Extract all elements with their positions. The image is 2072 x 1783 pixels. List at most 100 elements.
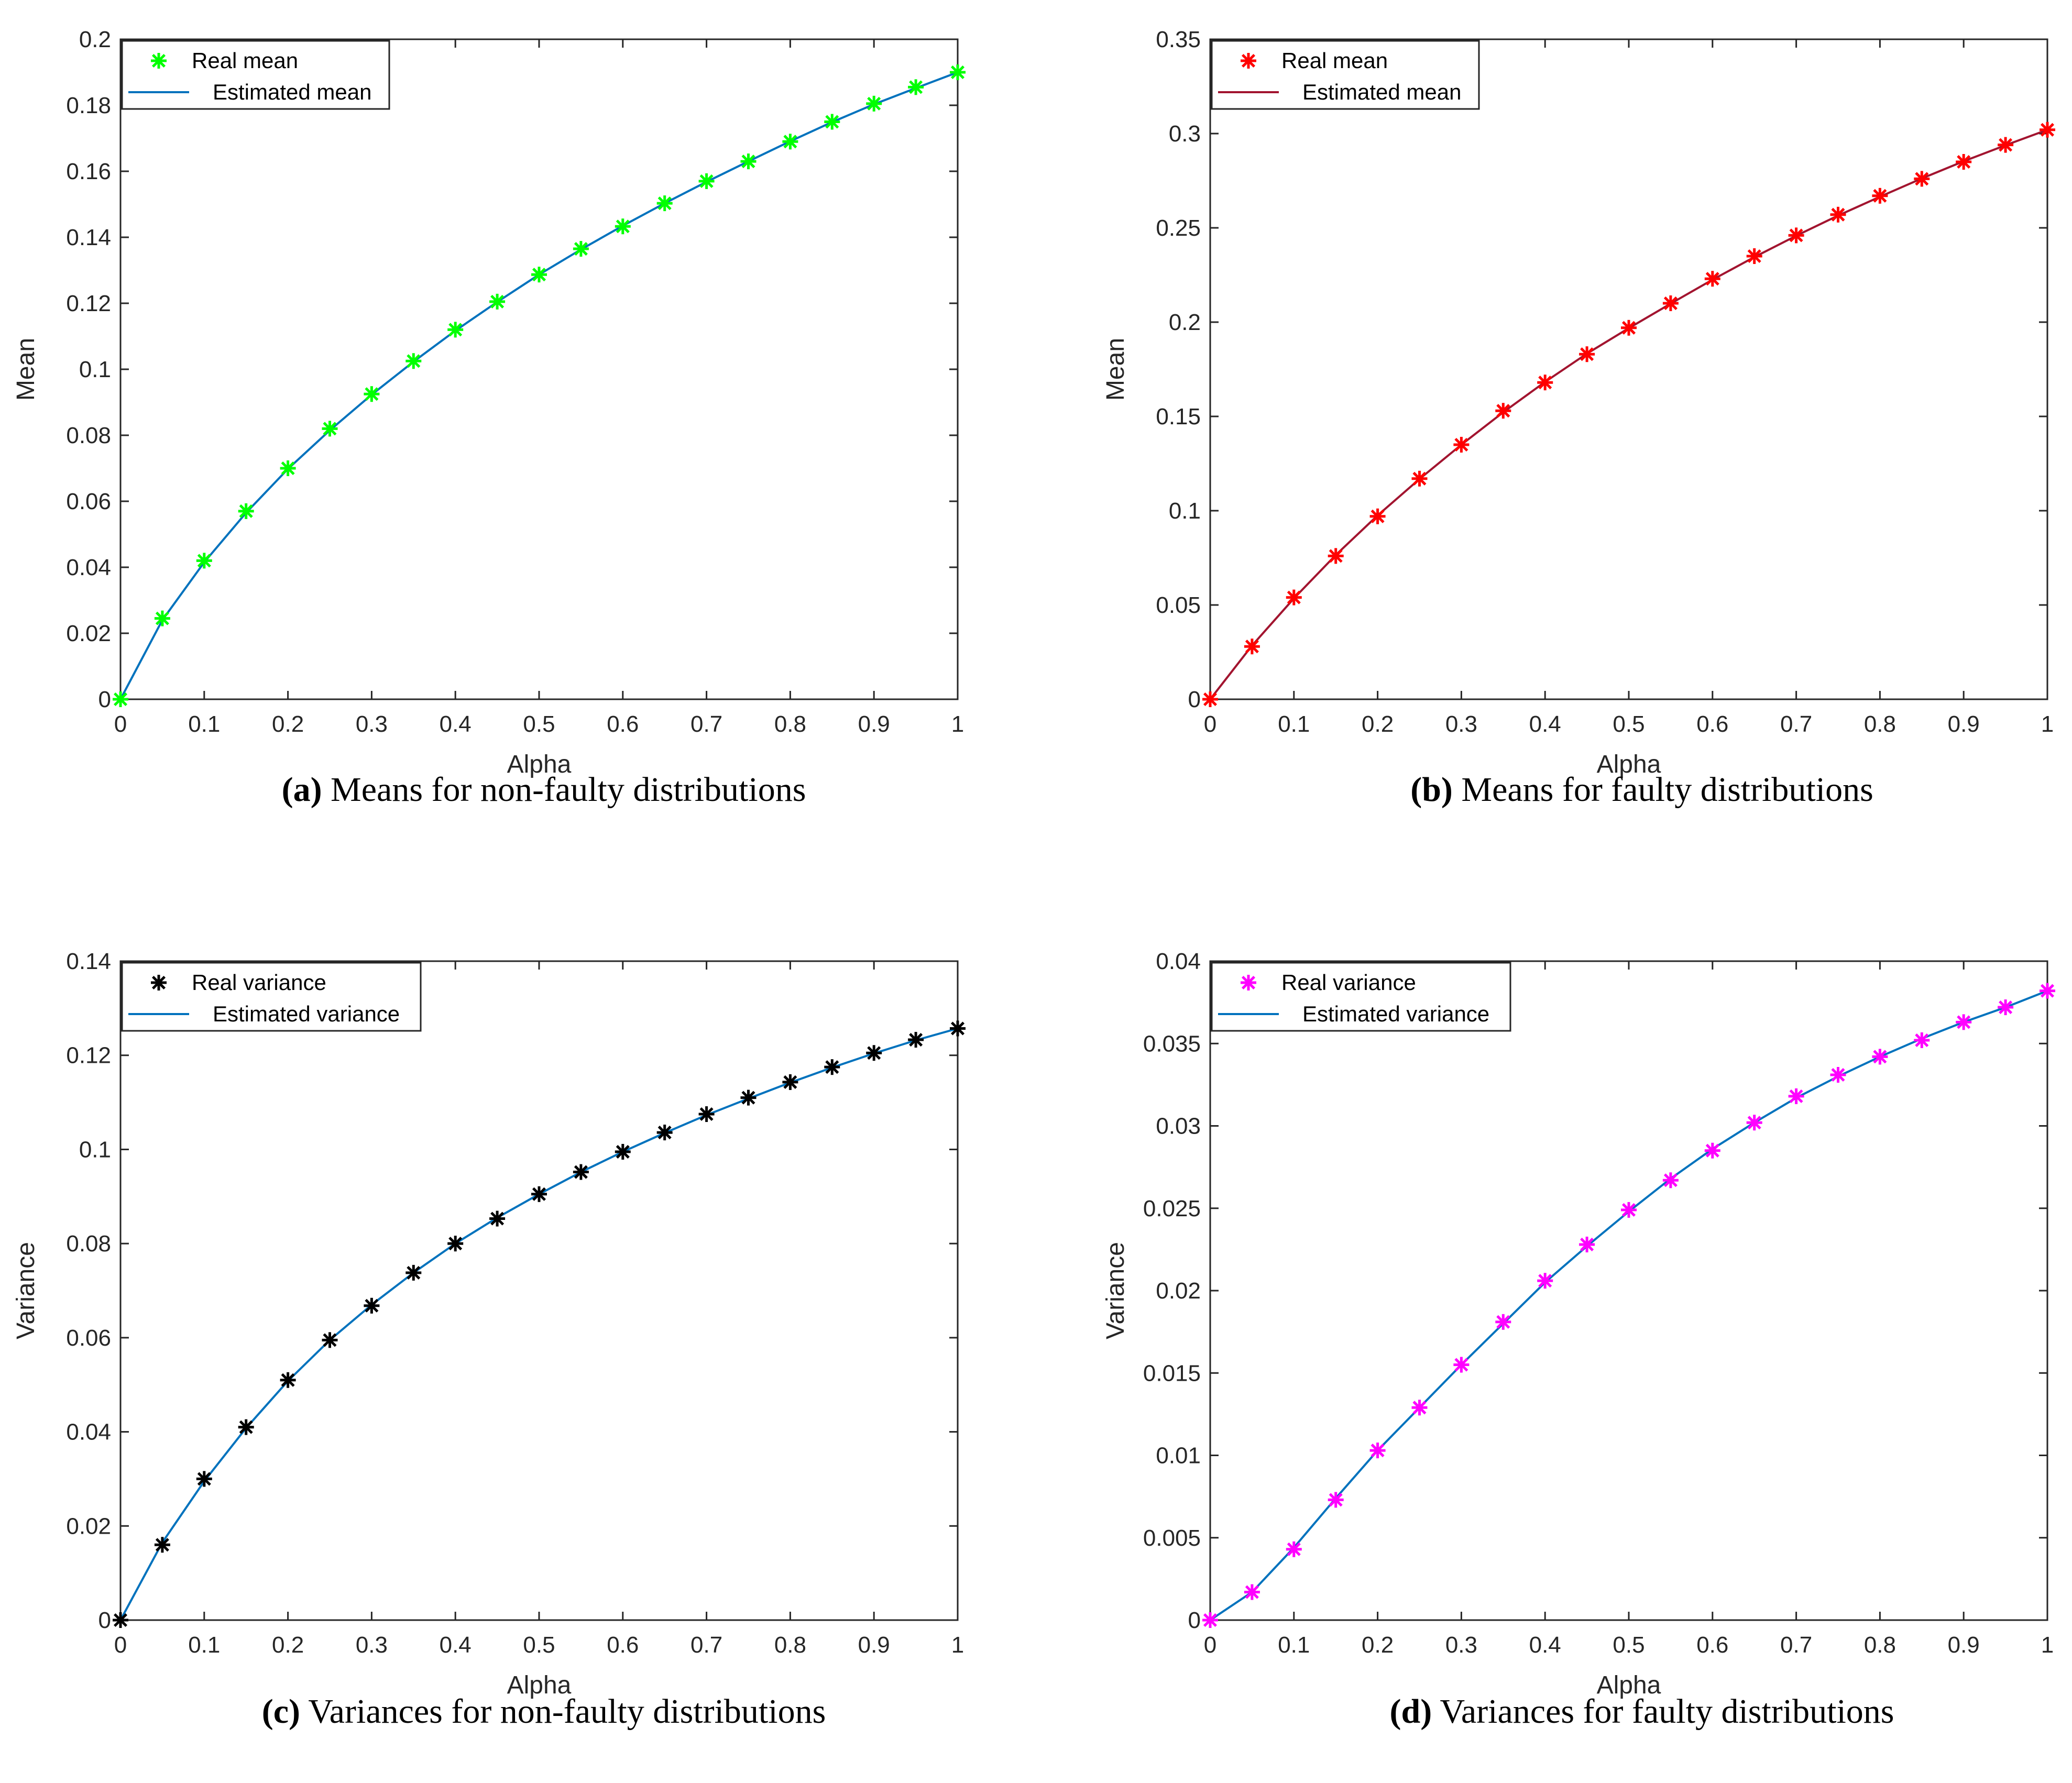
y-tick-label: 0.1 xyxy=(1169,498,1201,524)
y-tick-label: 0.08 xyxy=(66,1231,111,1257)
x-axis-label: Alpha xyxy=(507,751,572,778)
caption-letter: (c) xyxy=(261,1692,301,1731)
data-point xyxy=(196,1471,212,1487)
y-tick-label: 0.04 xyxy=(66,555,111,580)
x-tick-label: 1 xyxy=(951,1632,964,1658)
y-tick-label: 0.035 xyxy=(1143,1031,1201,1056)
data-point xyxy=(740,1089,757,1106)
data-point xyxy=(1202,1612,1218,1628)
y-tick-label: 0.18 xyxy=(66,93,111,118)
data-point xyxy=(447,1236,464,1252)
data-point xyxy=(1914,1032,1930,1048)
y-tick-label: 0.005 xyxy=(1143,1525,1201,1551)
x-tick-label: 0.6 xyxy=(607,711,639,737)
legend: Real mean Estimated mean xyxy=(1211,40,1480,110)
y-tick-label: 0.04 xyxy=(1156,949,1201,974)
x-tick-label: 1 xyxy=(951,711,964,737)
y-tick-label: 0.1 xyxy=(79,357,111,382)
y-axis-label: Mean xyxy=(1102,338,1130,401)
data-point xyxy=(1788,1088,1804,1104)
data-point xyxy=(364,386,380,402)
y-tick-label: 0.12 xyxy=(66,291,111,316)
y-tick-label: 0.06 xyxy=(66,489,111,514)
x-tick-label: 0.5 xyxy=(523,711,555,737)
legend-label: Real variance xyxy=(192,970,326,995)
x-tick-label: 0.4 xyxy=(440,711,472,737)
x-tick-label: 0 xyxy=(1204,1632,1216,1658)
y-tick-label: 0.14 xyxy=(66,225,111,250)
y-tick-label: 0 xyxy=(98,1608,111,1633)
data-point xyxy=(1662,295,1679,311)
x-tick-label: 0.8 xyxy=(1864,711,1896,737)
data-point xyxy=(1537,375,1553,391)
data-point xyxy=(1328,1492,1344,1508)
x-tick-label: 0.2 xyxy=(272,711,304,737)
y-tick-label: 0.15 xyxy=(1156,404,1201,430)
data-point xyxy=(782,1074,798,1090)
caption-letter-text: c xyxy=(273,1692,289,1731)
y-tick-label: 0 xyxy=(1188,1608,1201,1633)
data-point xyxy=(1579,1236,1595,1252)
x-tick-label: 0.3 xyxy=(1445,711,1477,737)
y-axis-label: Variance xyxy=(12,1242,40,1339)
x-tick-label: 0.3 xyxy=(1445,1632,1477,1658)
data-point xyxy=(280,460,296,476)
x-tick-label: 0.4 xyxy=(440,1632,472,1658)
x-tick-label: 0.7 xyxy=(1780,711,1812,737)
data-point xyxy=(740,153,757,170)
x-tick-label: 0.1 xyxy=(1278,711,1310,737)
legend-marker-swatch xyxy=(1241,975,1256,990)
data-point xyxy=(447,322,464,338)
legend-marker-swatch xyxy=(151,975,167,990)
caption-a: (a) Means for non-faulty distributions xyxy=(282,770,806,810)
legend-label: Real variance xyxy=(1281,970,1416,995)
x-tick-label: 0.2 xyxy=(272,1632,304,1658)
legend-label: Real mean xyxy=(192,48,298,73)
data-point xyxy=(280,1372,296,1388)
data-point xyxy=(154,1537,170,1553)
x-axis-label: Alpha xyxy=(507,1671,572,1699)
data-point xyxy=(1830,206,1846,223)
data-point xyxy=(489,293,506,310)
x-tick-label: 0.9 xyxy=(858,1632,890,1658)
x-tick-label: 0.6 xyxy=(1696,1632,1728,1658)
data-point xyxy=(1704,271,1720,287)
legend-marker-swatch xyxy=(1241,53,1256,69)
data-point xyxy=(1286,589,1302,606)
data-point xyxy=(950,1020,966,1037)
y-tick-label: 0.02 xyxy=(66,1513,111,1539)
axes-box-a xyxy=(119,38,959,700)
data-point xyxy=(1369,1443,1386,1459)
y-tick-label: 0.12 xyxy=(66,1043,111,1069)
data-point xyxy=(824,114,840,130)
x-tick-label: 0.5 xyxy=(1613,711,1645,737)
data-point xyxy=(866,95,882,112)
x-tick-label: 1 xyxy=(2041,711,2054,737)
data-point xyxy=(1621,1202,1637,1218)
legend-label: Estimated variance xyxy=(213,1001,400,1026)
x-tick-label: 0.9 xyxy=(1948,711,1980,737)
x-tick-label: 0.3 xyxy=(356,711,388,737)
y-tick-label: 0.3 xyxy=(1169,121,1201,147)
y-tick-label: 0.14 xyxy=(66,949,111,974)
x-tick-label: 0.3 xyxy=(356,1632,388,1658)
x-tick-label: 0.9 xyxy=(858,711,890,737)
data-point xyxy=(656,1125,673,1141)
x-tick-label: 0.8 xyxy=(774,711,806,737)
data-point xyxy=(1495,1314,1511,1330)
caption-letter: (d) xyxy=(1389,1692,1432,1731)
data-point xyxy=(196,553,212,569)
y-tick-label: 0.2 xyxy=(79,27,111,52)
y-tick-label: 0.06 xyxy=(66,1325,111,1351)
y-tick-label: 0.2 xyxy=(1169,310,1201,335)
data-point xyxy=(1244,639,1260,655)
y-axis-label: Mean xyxy=(12,338,40,401)
legend: Real variance Estimated variance xyxy=(1211,962,1511,1032)
panel-b: 0 0.1 0.2 0.3 0.4 0.5 0.6 0.7 0.8 0.9 1 0 0.05 0.1 0.1… xyxy=(1102,27,2055,778)
x-tick-label: 0.6 xyxy=(607,1632,639,1658)
data-point xyxy=(1998,137,2014,153)
data-point xyxy=(1495,403,1511,419)
data-point xyxy=(1788,227,1804,244)
x-tick-label: 0.5 xyxy=(523,1632,555,1658)
